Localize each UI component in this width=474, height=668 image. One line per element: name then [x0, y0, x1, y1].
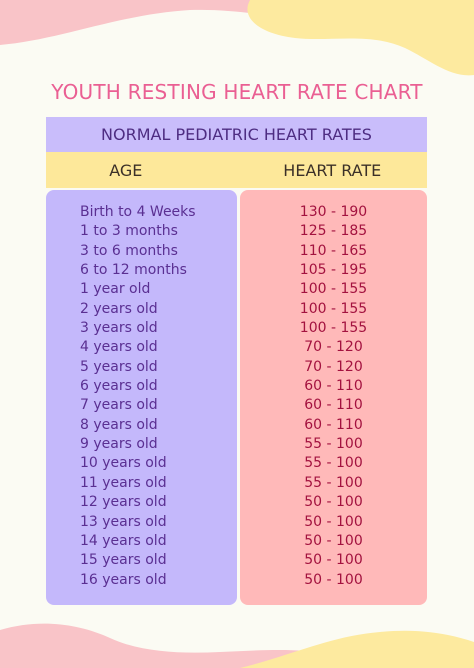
age-cell: 12 years old	[80, 494, 167, 511]
heart-rate-cell: 100 - 155	[299, 300, 368, 317]
age-cell: Birth to 4 Weeks	[80, 204, 196, 220]
age-cell: 1 to 3 months	[80, 223, 178, 240]
age-cell: 4 years old	[80, 339, 158, 356]
age-cell: 6 years old	[80, 378, 158, 395]
heart-rate-cell: 55 - 100	[304, 474, 363, 491]
age-cell: 8 years old	[80, 416, 158, 433]
age-cell: 3 years old	[80, 320, 158, 337]
heart-rate-cell: 125 - 185	[299, 223, 368, 240]
column-header-bar: AGE HEART RATE	[46, 152, 427, 188]
age-cell: 5 years old	[80, 358, 158, 375]
heart-rate-cell: 110 - 165	[299, 242, 368, 259]
age-cell: 15 years old	[80, 552, 167, 569]
heart-rate-cell: 50 - 100	[304, 513, 363, 530]
subheader-text: NORMAL PEDIATRIC HEART RATES	[101, 125, 372, 144]
subheader-banner: NORMAL PEDIATRIC HEART RATES	[46, 117, 427, 152]
age-cell: 11 years old	[80, 474, 167, 491]
heart-rate-cell: 50 - 100	[304, 532, 363, 549]
heart-rate-cell: 50 - 100	[304, 571, 363, 588]
heart-rate-column-header: HEART RATE	[283, 160, 382, 180]
age-cell: 2 years old	[80, 300, 158, 317]
heart-rate-cell: 100 - 155	[299, 281, 368, 298]
age-cell: 7 years old	[80, 397, 158, 414]
heart-rate-cell: 70 - 120	[304, 358, 363, 375]
heart-rate-cell: 55 - 100	[304, 455, 363, 472]
heart-rate-column-panel	[240, 190, 427, 605]
page-title: YOUTH RESTING HEART RATE CHART	[51, 80, 423, 104]
age-cell: 13 years old	[80, 513, 167, 530]
heart-rate-cell: 50 - 100	[304, 552, 363, 569]
age-cell: 14 years old	[80, 532, 167, 549]
bottom-pink-wave	[0, 623, 474, 668]
age-list: Birth to 4 Weeks 1 to 3 months 3 to 6 mo…	[80, 203, 196, 590]
heart-rate-cell: 50 - 100	[304, 494, 363, 511]
top-yellow-wave	[247, 0, 474, 76]
heart-rate-cell: 100 - 155	[299, 320, 368, 337]
age-column-header: AGE	[109, 160, 143, 180]
heart-rate-cell: 55 - 100	[304, 436, 363, 453]
bottom-yellow-wave	[240, 630, 474, 668]
age-cell: 9 years old	[80, 436, 158, 453]
age-cell: 3 to 6 months	[80, 242, 178, 259]
bottom-wave-decoration	[0, 623, 474, 668]
heart-rate-cell: 105 - 195	[299, 262, 368, 279]
heart-rate-cell: 60 - 110	[304, 397, 363, 414]
age-column-panel	[46, 190, 237, 605]
age-cell: 1 year old	[80, 281, 151, 298]
top-wave-decoration	[0, 0, 474, 76]
heart-rate-cell: 130 - 190	[299, 204, 368, 220]
heart-rate-cell: 70 - 120	[304, 339, 363, 356]
age-cell: 10 years old	[80, 455, 167, 472]
heart-rate-cell: 60 - 110	[304, 416, 363, 433]
heart-rate-list: 130 - 190 125 - 185 110 - 165 105 - 195 …	[240, 203, 427, 590]
age-cell: 16 years old	[80, 571, 167, 588]
age-cell: 6 to 12 months	[80, 262, 187, 279]
top-pink-wave	[0, 0, 474, 45]
heart-rate-cell: 60 - 110	[304, 378, 363, 395]
